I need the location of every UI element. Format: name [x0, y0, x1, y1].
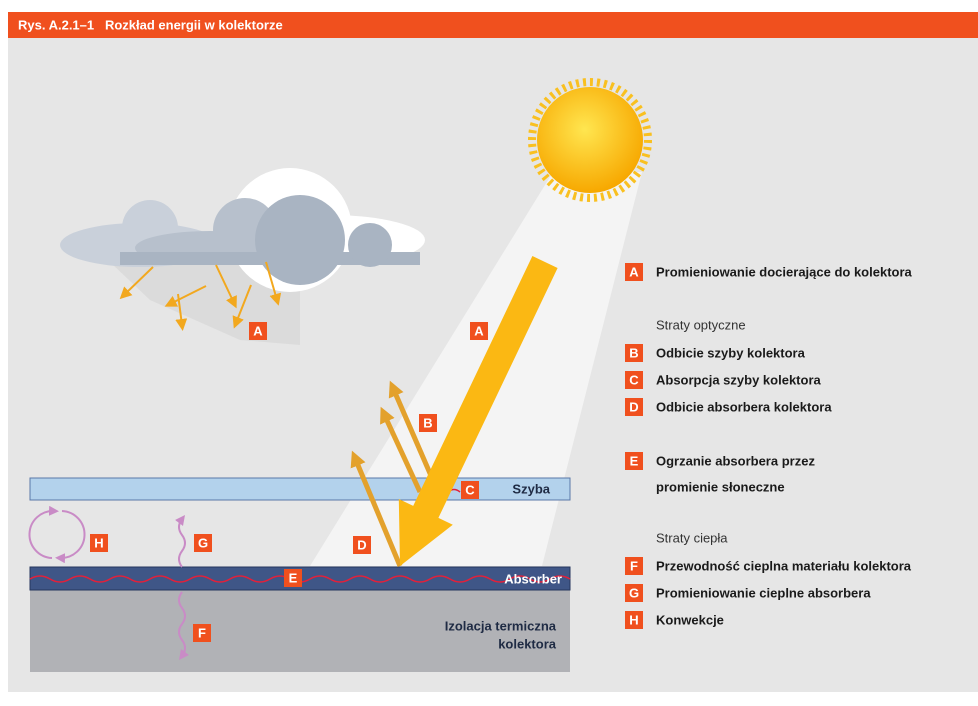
marker-box [249, 322, 267, 340]
legend-heading: Straty optyczne [656, 317, 746, 332]
legend-heading: Straty ciepła [656, 530, 728, 545]
marker-box [353, 536, 371, 554]
marker-letter: A [629, 264, 639, 279]
marker-box [625, 263, 643, 281]
marker-letter: B [423, 415, 432, 430]
legend-text: Konwekcje [656, 612, 724, 627]
marker-box [625, 344, 643, 362]
marker-letter: D [629, 399, 638, 414]
legend-text: Ogrzanie absorbera przez [656, 453, 815, 468]
insulation-layer [30, 590, 570, 672]
header-title: Rys. A.2.1–1 Rozkład energii w kolektorz… [18, 17, 283, 32]
absorber-label: Absorber [504, 571, 562, 586]
marker-letter: A [474, 323, 484, 338]
reflection-arrows [350, 380, 435, 567]
marker-letter: F [198, 625, 206, 640]
legend-text: Absorpcja szyby kolektora [656, 372, 821, 387]
marker-box [625, 398, 643, 416]
marker-box [419, 414, 437, 432]
marker-letter: E [289, 570, 298, 585]
legend-text: Odbicie szyby kolektora [656, 345, 806, 360]
sun-rays [528, 78, 652, 202]
marker-letter: A [253, 323, 263, 338]
marker-box [193, 624, 211, 642]
light-beam [310, 172, 642, 566]
marker-box [90, 534, 108, 552]
marker-letter: C [629, 372, 639, 387]
marker-box [470, 322, 488, 340]
marker-letter: E [630, 453, 639, 468]
insulation-label: kolektora [498, 636, 557, 651]
legend-text: Promieniowanie cieplne absorbera [656, 585, 871, 600]
marker-letter: H [94, 535, 103, 550]
marker-letter: C [465, 482, 475, 497]
marker-box [194, 534, 212, 552]
header-bar [8, 12, 978, 38]
marker-box [625, 371, 643, 389]
marker-letter: D [357, 537, 366, 552]
marker-box [625, 584, 643, 602]
marker-box [284, 569, 302, 587]
marker-letter: G [198, 535, 208, 550]
incoming-radiation-arrow [398, 256, 558, 566]
marker-letter: H [629, 612, 638, 627]
marker-box [625, 611, 643, 629]
legend-text: Odbicie absorbera kolektora [656, 399, 832, 414]
legend-text: Przewodność cieplna materiału kolektora [656, 558, 912, 573]
cloud [60, 168, 425, 292]
legend-text: Promieniowanie docierające do kolektora [656, 264, 913, 279]
glass-layer [29, 477, 571, 501]
sun [537, 87, 643, 193]
glass-label: Szyba [512, 481, 550, 496]
marker-box [461, 481, 479, 499]
marker-box [625, 557, 643, 575]
marker-letter: G [629, 585, 639, 600]
marker-letter: B [629, 345, 638, 360]
marker-letter: F [630, 558, 638, 573]
heat-loss-arrows [28, 505, 189, 661]
marker-box [625, 452, 643, 470]
diffuse-rays [119, 261, 282, 331]
legend-text: promienie słoneczne [656, 479, 785, 494]
insulation-label: Izolacja termiczna [445, 618, 557, 633]
